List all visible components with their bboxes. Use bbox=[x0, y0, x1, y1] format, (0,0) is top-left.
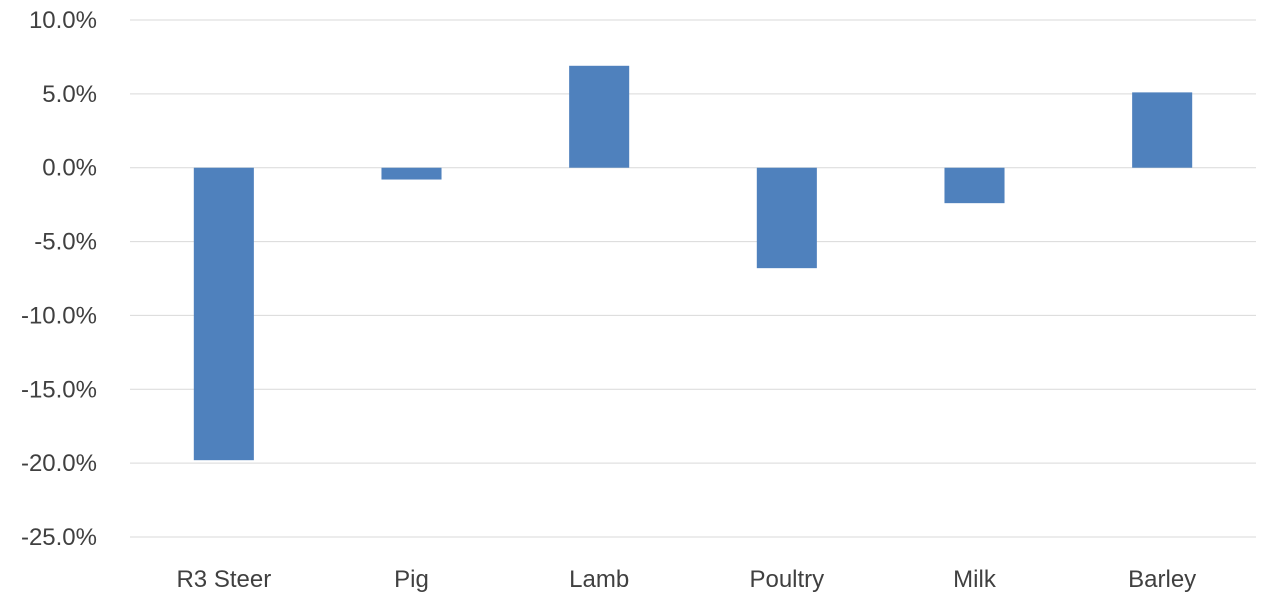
y-tick-label: -25.0% bbox=[21, 524, 97, 551]
y-tick-label: -5.0% bbox=[34, 229, 97, 256]
gridlines bbox=[130, 19, 1256, 538]
y-tick-label: 5.0% bbox=[42, 81, 97, 108]
x-tick-label: R3 Steer bbox=[176, 566, 271, 593]
x-tick-label: Pig bbox=[394, 566, 429, 593]
x-tick-label: Milk bbox=[953, 566, 997, 593]
x-tick-label: Poultry bbox=[749, 566, 824, 593]
y-tick-label: -20.0% bbox=[21, 450, 97, 477]
y-tick-label: 10.0% bbox=[29, 7, 97, 34]
bars bbox=[193, 65, 1193, 461]
bar bbox=[569, 65, 630, 168]
x-tick-label: Lamb bbox=[569, 566, 629, 593]
y-tick-label: 0.0% bbox=[42, 155, 97, 182]
bar bbox=[381, 167, 442, 180]
bar bbox=[756, 167, 817, 269]
bar bbox=[1132, 92, 1193, 168]
x-axis-tick-labels: R3 Steer Pig Lamb Poultry Milk Barley bbox=[176, 566, 1196, 593]
y-tick-label: -15.0% bbox=[21, 376, 97, 403]
bar bbox=[193, 167, 254, 461]
y-axis-tick-labels: 10.0% 5.0% 0.0% -5.0% -10.0% -15.0% -20.0% -25.… bbox=[21, 7, 97, 551]
bar bbox=[944, 167, 1005, 204]
y-tick-label: -10.0% bbox=[21, 302, 97, 329]
x-tick-label: Barley bbox=[1128, 566, 1196, 593]
